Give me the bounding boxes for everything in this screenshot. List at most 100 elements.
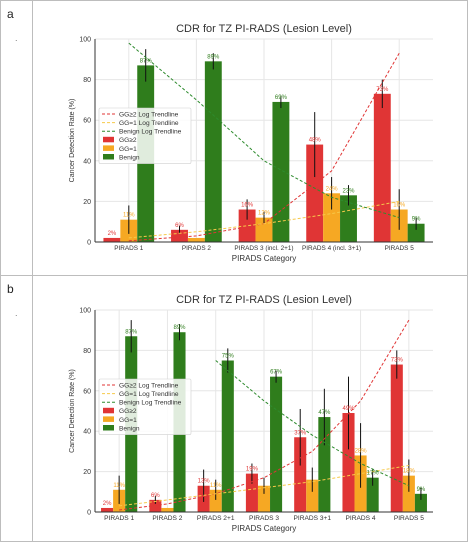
data-label: 16% — [393, 203, 406, 209]
chart-title: CDR for TZ PI-RADS (Lesion Level) — [176, 294, 352, 306]
panel-dot: . — [15, 33, 18, 43]
chart-title: CDR for TZ PI-RADS (Lesion Level) — [176, 23, 352, 35]
x-axis-title: PIRADS Category — [232, 254, 296, 263]
y-tick-label: 40 — [83, 158, 91, 165]
legend-label: GG≥2 — [119, 137, 137, 144]
y-axis-title: Cancer Detection Rate (%) — [69, 369, 76, 453]
data-label: 23% — [342, 188, 355, 194]
y-tick-label: 60 — [83, 118, 91, 125]
legend-swatch — [103, 154, 114, 160]
legend-label: GG=1 — [119, 417, 137, 424]
y-tick-label: 40 — [83, 429, 91, 436]
y-tick-label: 0 — [87, 510, 91, 517]
data-label: 19% — [246, 467, 259, 473]
bar-GG=1 — [402, 475, 415, 512]
data-label: 37% — [294, 430, 307, 436]
y-tick-label: 20 — [83, 199, 91, 206]
bar-Benign — [366, 477, 379, 512]
y-tick-label: 20 — [83, 469, 91, 476]
trendline-GG=1 Log Trendline — [128, 200, 400, 239]
legend-swatch — [103, 407, 114, 414]
x-tick-label: PIRADS 3 (incl. 2+1) — [234, 245, 293, 252]
bar-Benign — [414, 493, 427, 512]
data-label: 75% — [222, 354, 235, 360]
legend-box — [98, 107, 192, 164]
legend-swatch — [103, 416, 114, 422]
bar-GG=1 — [209, 489, 222, 512]
bar-GG=1 — [323, 193, 341, 242]
data-label: 28% — [355, 448, 368, 454]
legend-label: Benign Log Trendline — [119, 129, 182, 136]
data-label: 11% — [113, 483, 125, 489]
legend-label: GG≥2 Log Trendline — [119, 111, 179, 118]
y-tick-label: 100 — [79, 308, 91, 315]
data-label: 49% — [342, 406, 355, 412]
data-label: 24% — [326, 186, 339, 192]
data-label: 48% — [309, 138, 322, 144]
data-label: 67% — [270, 370, 283, 376]
panel-divider — [32, 276, 33, 541]
legend: GG≥2 Log Trendline GG=1 Log Trendline Beni… — [98, 107, 192, 164]
panel-a: a . CDR for TZ PI-RADS (Lesion Level) 0 20… — [0, 0, 468, 276]
bar-GG≥2 — [373, 93, 391, 242]
x-tick-label: PIRADS 5 — [385, 245, 415, 252]
bar-Benign — [270, 376, 283, 512]
x-tick-label: PIRADS 3+1 — [293, 515, 331, 522]
y-axis-title: Cancer Detection Rate (%) — [69, 99, 76, 183]
data-label: 9% — [412, 217, 421, 223]
x-tick-label: PIRADS 5 — [394, 515, 424, 522]
data-label: 73% — [391, 358, 404, 364]
legend-label: GG=1 — [119, 146, 137, 153]
bar-GG=1 — [306, 479, 319, 512]
panel-letter: a — [7, 7, 14, 21]
bar-GG≥2 — [294, 437, 307, 512]
legend-box — [98, 378, 192, 435]
y-tick-label: 80 — [83, 348, 91, 355]
data-label: 16% — [241, 203, 254, 209]
data-label: 13% — [198, 479, 211, 485]
data-label: 2% — [108, 231, 117, 237]
legend-swatch — [103, 145, 114, 151]
bar-GG=1 — [257, 485, 271, 512]
x-tick-label: PIRADS 4 (incl. 3+1) — [302, 245, 361, 252]
data-label: 73% — [376, 87, 389, 93]
data-label: 6% — [175, 223, 184, 229]
x-axis-title: PIRADS Category — [232, 524, 296, 533]
bar-GG≥2 — [342, 413, 355, 512]
bar-GG=1 — [187, 237, 205, 242]
legend-label: Benign — [119, 154, 140, 161]
bar-Benign — [221, 360, 234, 512]
trendline-GG=1 Log Trendline — [119, 465, 409, 507]
bar-Benign — [204, 61, 222, 242]
bar-GG≥2 — [103, 237, 121, 242]
x-tick-label: PIRADS 2 — [182, 245, 212, 252]
legend-label: Benign — [119, 425, 140, 432]
bar-Benign — [340, 195, 357, 242]
data-label: 6% — [151, 493, 160, 499]
data-label: 89% — [173, 325, 186, 331]
trendline-Benign Log Trendline — [215, 360, 410, 487]
data-label: 18% — [403, 469, 416, 475]
data-label: 2% — [103, 501, 112, 507]
chart-b: CDR for TZ PI-RADS (Lesion Level) 0 20 40 60… — [69, 294, 433, 533]
data-label: 87% — [125, 329, 138, 335]
bar-GG≥2 — [149, 499, 162, 512]
data-label: 69% — [275, 95, 288, 101]
data-label: 11% — [210, 483, 222, 489]
data-label: 17% — [367, 471, 380, 477]
bar-GG≥2 — [101, 507, 114, 512]
y-tick-label: 100 — [79, 37, 91, 44]
chart-a: CDR for TZ PI-RADS (Lesion Level) 0 20 40 60… — [69, 23, 433, 263]
panel-dot: . — [15, 308, 18, 318]
y-tick-label: 80 — [83, 77, 91, 84]
data-label: 47% — [318, 410, 331, 416]
legend-label: GG=1 Log Trendline — [119, 391, 179, 398]
x-tick-label: PIRADS 1 — [104, 515, 134, 522]
y-tick-label: 60 — [83, 388, 91, 395]
x-tick-label: PIRADS 2 — [152, 515, 182, 522]
legend-label: Benign Log Trendline — [119, 400, 182, 407]
data-label: 12% — [258, 211, 271, 217]
panel-divider — [32, 1, 33, 275]
data-label: 9% — [417, 487, 426, 493]
bar-Benign — [407, 223, 425, 242]
